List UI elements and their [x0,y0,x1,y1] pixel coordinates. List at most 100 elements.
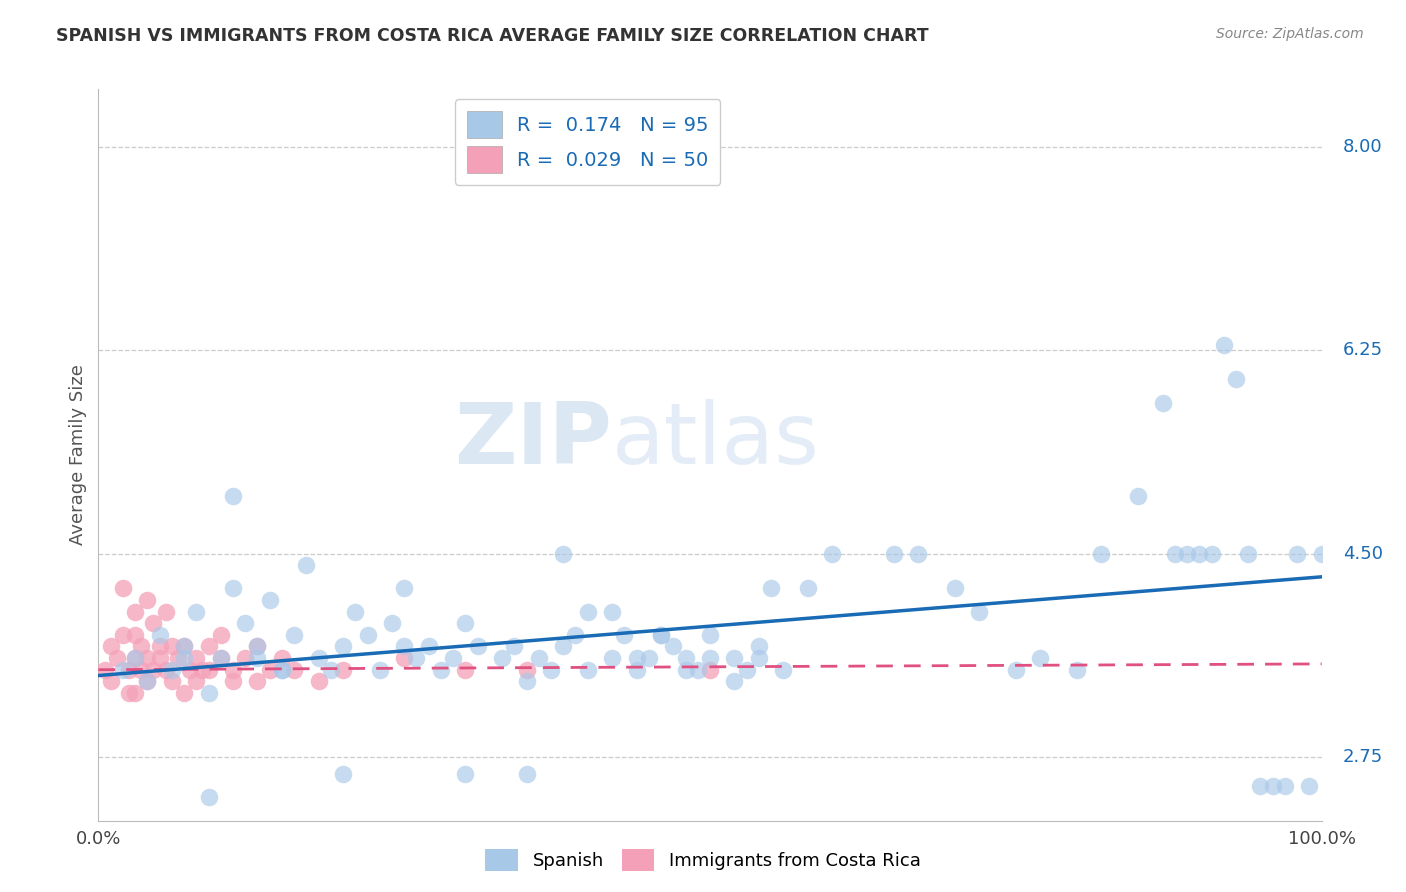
Point [173,651,195,665]
Point [118,686,141,700]
Point [576,605,599,619]
Point [283,628,305,642]
Point [173,640,195,654]
Point [943,582,966,596]
Point [699,651,721,665]
Point [883,547,905,561]
Point [149,651,172,665]
Point [686,663,709,677]
Point [209,628,232,642]
Point [907,547,929,561]
Point [93,663,115,677]
Point [761,582,783,596]
Point [564,628,586,642]
Point [209,651,232,665]
Point [142,616,165,631]
Point [613,628,636,642]
Text: ZIP: ZIP [454,399,612,482]
Point [600,605,623,619]
Point [392,640,416,654]
Point [197,640,219,654]
Text: 6.25: 6.25 [1343,342,1384,359]
Point [1261,779,1284,793]
Point [626,663,648,677]
Point [124,651,146,665]
Point [1090,547,1112,561]
Point [111,663,134,677]
Point [283,663,305,677]
Point [1188,547,1211,561]
Text: 2.75: 2.75 [1343,747,1384,766]
Point [515,663,537,677]
Point [222,674,245,689]
Point [167,651,190,665]
Point [1029,651,1052,665]
Point [259,593,281,607]
Point [1152,395,1174,409]
Point [772,663,794,677]
Point [173,686,195,700]
Y-axis label: Average Family Size: Average Family Size [69,365,87,545]
Point [105,651,128,665]
Point [100,640,122,654]
Point [967,605,990,619]
Point [186,674,208,689]
Point [233,616,256,631]
Point [356,628,378,642]
Point [1225,372,1247,386]
Point [368,663,391,677]
Point [155,605,177,619]
Point [454,663,477,677]
Point [100,674,122,689]
Point [160,663,183,677]
Point [136,593,159,607]
Point [1066,663,1088,677]
Point [1249,779,1271,793]
Point [246,640,269,654]
Point [418,640,440,654]
Point [392,582,416,596]
Point [233,651,256,665]
Point [503,640,526,654]
Point [160,674,183,689]
Point [160,640,183,654]
Point [308,651,330,665]
Point [222,582,245,596]
Point [491,651,513,665]
Point [600,651,623,665]
Point [650,628,672,642]
Point [392,651,416,665]
Legend: R =  0.174   N = 95, R =  0.029   N = 50: R = 0.174 N = 95, R = 0.029 N = 50 [456,99,720,185]
Point [675,663,697,677]
Point [1128,489,1150,503]
Point [186,651,208,665]
Point [1212,337,1234,351]
Text: Source: ZipAtlas.com: Source: ZipAtlas.com [1216,27,1364,41]
Point [129,663,152,677]
Point [1201,547,1223,561]
Point [1004,663,1026,677]
Point [467,640,489,654]
Point [332,640,354,654]
Point [821,547,844,561]
Point [197,686,219,700]
Point [576,663,599,677]
Point [553,547,575,561]
Point [723,651,745,665]
Point [1286,547,1309,561]
Point [197,663,219,677]
Point [699,628,721,642]
Point [650,628,672,642]
Point [270,651,294,665]
Point [454,616,477,631]
Point [515,674,537,689]
Point [118,663,141,677]
Point [637,651,661,665]
Point [1310,547,1333,561]
Point [797,582,820,596]
Text: atlas: atlas [612,399,820,482]
Point [179,663,201,677]
Text: 8.00: 8.00 [1343,138,1382,156]
Point [111,628,134,642]
Point [748,651,770,665]
